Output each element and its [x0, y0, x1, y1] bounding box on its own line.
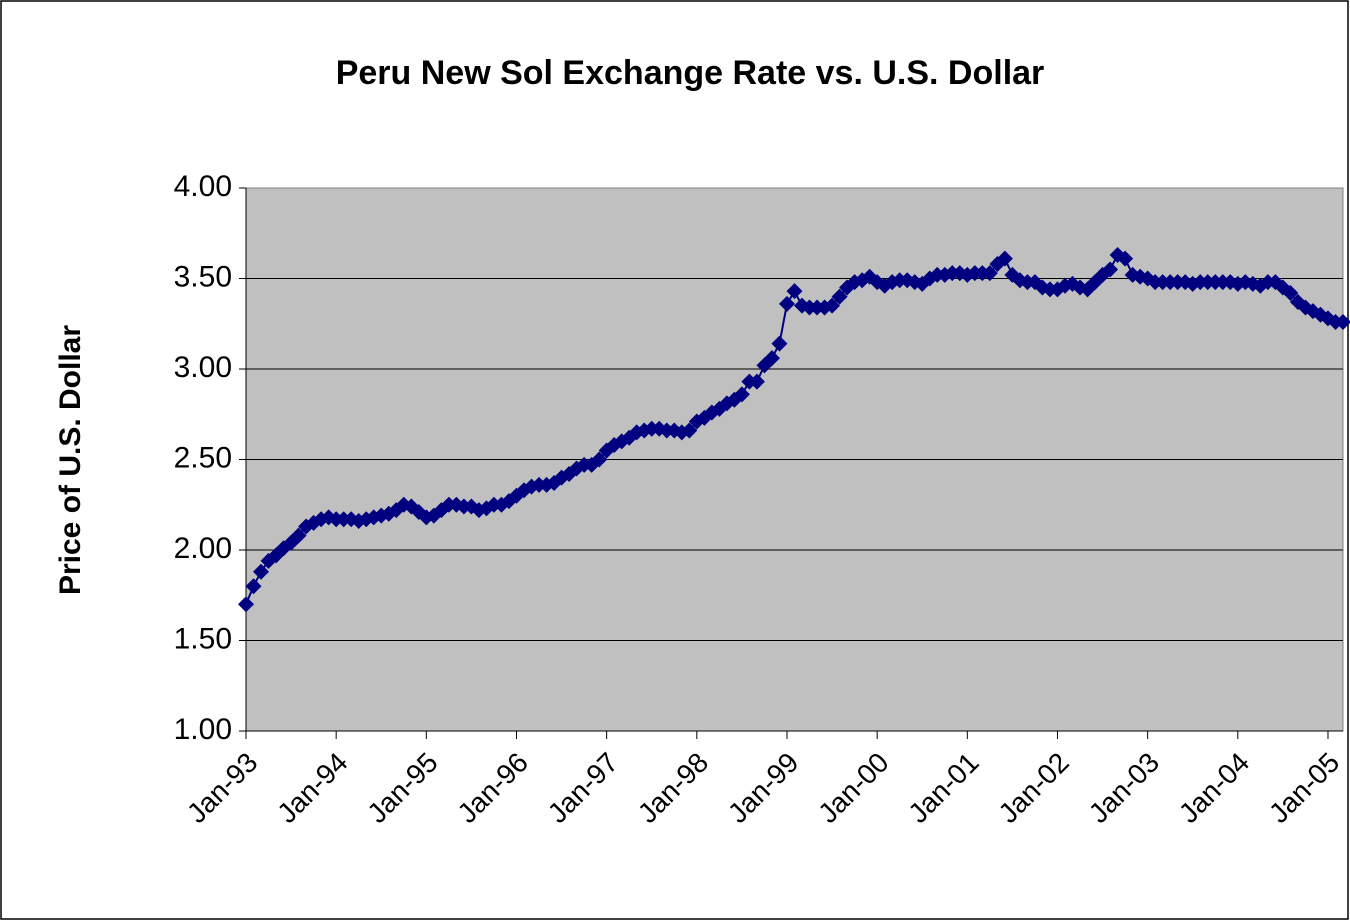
data-point	[778, 295, 795, 312]
data-point	[591, 451, 608, 468]
data-point	[763, 350, 780, 367]
data-point	[771, 335, 788, 352]
data-point	[681, 422, 698, 439]
data-point	[358, 511, 375, 528]
data-point	[365, 509, 382, 526]
y-tick-label: 3.50	[174, 260, 232, 293]
data-point	[748, 373, 765, 390]
data-point	[996, 250, 1013, 267]
data-point	[290, 527, 307, 544]
y-tick-label: 3.00	[174, 351, 232, 384]
data-point	[313, 511, 330, 528]
data-point	[1117, 250, 1134, 267]
data-point	[253, 563, 270, 580]
y-axis-label: Price of U.S. Dollar	[54, 325, 87, 595]
data-point	[238, 596, 254, 613]
data-point	[1282, 284, 1299, 301]
data-point	[418, 509, 435, 526]
y-tick-label: 1.00	[174, 713, 232, 746]
y-tick-label: 2.50	[174, 441, 232, 474]
chart-title: Peru New Sol Exchange Rate vs. U.S. Doll…	[336, 54, 1045, 92]
data-point	[733, 386, 750, 403]
data-point	[831, 288, 848, 305]
data-point	[981, 265, 998, 282]
data-point	[1102, 261, 1119, 278]
data-point	[245, 578, 262, 595]
data-point	[824, 297, 841, 314]
y-tick-label: 2.00	[174, 532, 232, 565]
data-point	[1011, 272, 1028, 289]
data-point	[786, 283, 803, 300]
y-tick-label: 4.00	[174, 170, 232, 203]
y-tick-label: 1.50	[174, 622, 232, 655]
data-point	[1335, 313, 1350, 330]
